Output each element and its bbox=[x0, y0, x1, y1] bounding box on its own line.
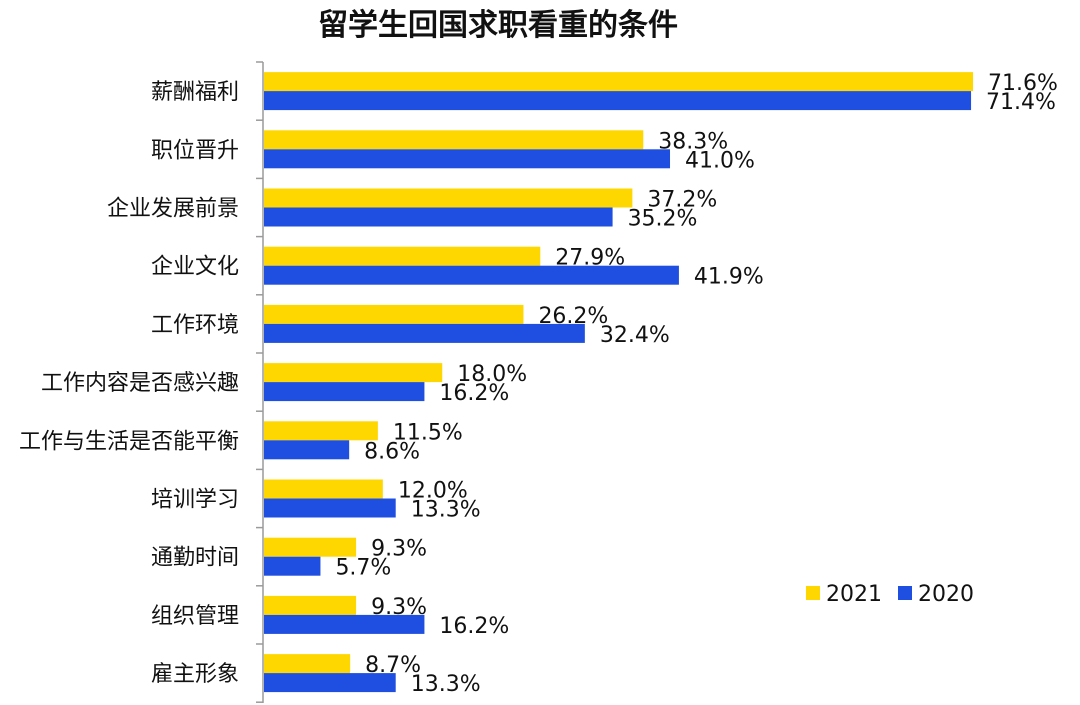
bar-2021 bbox=[264, 363, 443, 383]
data-label-2021: 26.2% bbox=[538, 304, 608, 329]
category-label: 企业文化 bbox=[151, 255, 239, 280]
data-label-2021: 37.2% bbox=[647, 188, 717, 213]
bar-2020 bbox=[264, 91, 972, 111]
data-label-2021: 11.5% bbox=[393, 420, 463, 445]
bar-2021 bbox=[264, 537, 357, 557]
bar-2021 bbox=[264, 479, 383, 499]
bar-2021 bbox=[264, 304, 524, 324]
category-label: 企业发展前景 bbox=[107, 197, 239, 222]
data-label-2020: 32.4% bbox=[600, 323, 670, 348]
bar-2021 bbox=[264, 595, 357, 615]
data-label-2021: 12.0% bbox=[398, 479, 468, 504]
bar-2020 bbox=[264, 673, 396, 693]
bar-2021 bbox=[264, 654, 351, 674]
category-label: 通勤时间 bbox=[151, 546, 239, 571]
data-label-2020: 16.2% bbox=[439, 614, 509, 639]
legend: 2021 2020 bbox=[806, 582, 974, 607]
category-label: 薪酬福利 bbox=[151, 80, 239, 105]
bar-2021 bbox=[264, 246, 541, 266]
bar-2021 bbox=[264, 421, 378, 441]
bar-2020 bbox=[264, 440, 350, 460]
bar-2021 bbox=[264, 188, 633, 208]
data-label-2021: 27.9% bbox=[555, 246, 625, 271]
data-label-2021: 8.7% bbox=[365, 653, 421, 678]
chart-title: 留学生回国求职看重的条件 bbox=[318, 8, 678, 43]
bar-2020 bbox=[264, 207, 613, 227]
category-label: 职位晋升 bbox=[151, 138, 239, 163]
data-label-2021: 9.3% bbox=[371, 595, 427, 620]
data-label-2020: 35.2% bbox=[628, 207, 698, 232]
legend-swatch-2021 bbox=[806, 586, 820, 600]
data-label-2020: 41.9% bbox=[694, 265, 764, 290]
bar-2020 bbox=[264, 382, 425, 402]
data-label-2021: 18.0% bbox=[457, 362, 527, 387]
legend-swatch-2020 bbox=[898, 586, 912, 600]
data-label-2021: 71.6% bbox=[988, 71, 1058, 96]
bar-2020 bbox=[264, 498, 396, 518]
legend-label-2020: 2020 bbox=[918, 582, 974, 607]
bar-2021 bbox=[264, 72, 974, 92]
data-label-2021: 38.3% bbox=[658, 129, 728, 154]
data-label-2020: 13.3% bbox=[411, 498, 481, 523]
data-label-2020: 16.2% bbox=[439, 381, 509, 406]
legend-label-2021: 2021 bbox=[826, 582, 882, 607]
data-label-2020: 5.7% bbox=[335, 556, 391, 581]
data-label-2020: 8.6% bbox=[364, 439, 420, 464]
bar-2020 bbox=[264, 149, 671, 169]
category-label: 培训学习 bbox=[151, 488, 239, 513]
data-label-2021: 9.3% bbox=[371, 537, 427, 562]
y-axis-ticks bbox=[256, 61, 263, 703]
category-label: 组织管理 bbox=[151, 604, 239, 629]
bar-2021 bbox=[264, 130, 644, 150]
category-label: 工作与生活是否能平衡 bbox=[19, 429, 239, 454]
category-label: 工作环境 bbox=[151, 313, 239, 338]
bar-2020 bbox=[264, 614, 425, 634]
bar-2020 bbox=[264, 265, 679, 285]
bar-2020 bbox=[264, 323, 585, 343]
bars bbox=[264, 72, 974, 693]
category-label: 雇主形象 bbox=[151, 662, 239, 687]
category-labels: 薪酬福利职位晋升企业发展前景企业文化工作环境工作内容是否感兴趣工作与生活是否能平… bbox=[19, 80, 239, 687]
category-label: 工作内容是否感兴趣 bbox=[41, 371, 239, 396]
data-labels: 71.6%71.4% 38.3%41.0% 37.2%35.2%27.9% 41.9%… bbox=[335, 71, 1057, 697]
bar-2020 bbox=[264, 556, 321, 576]
data-label-2020: 13.3% bbox=[411, 672, 481, 697]
data-label-2020: 71.4% bbox=[986, 90, 1056, 115]
data-label-2020: 41.0% bbox=[685, 148, 755, 173]
